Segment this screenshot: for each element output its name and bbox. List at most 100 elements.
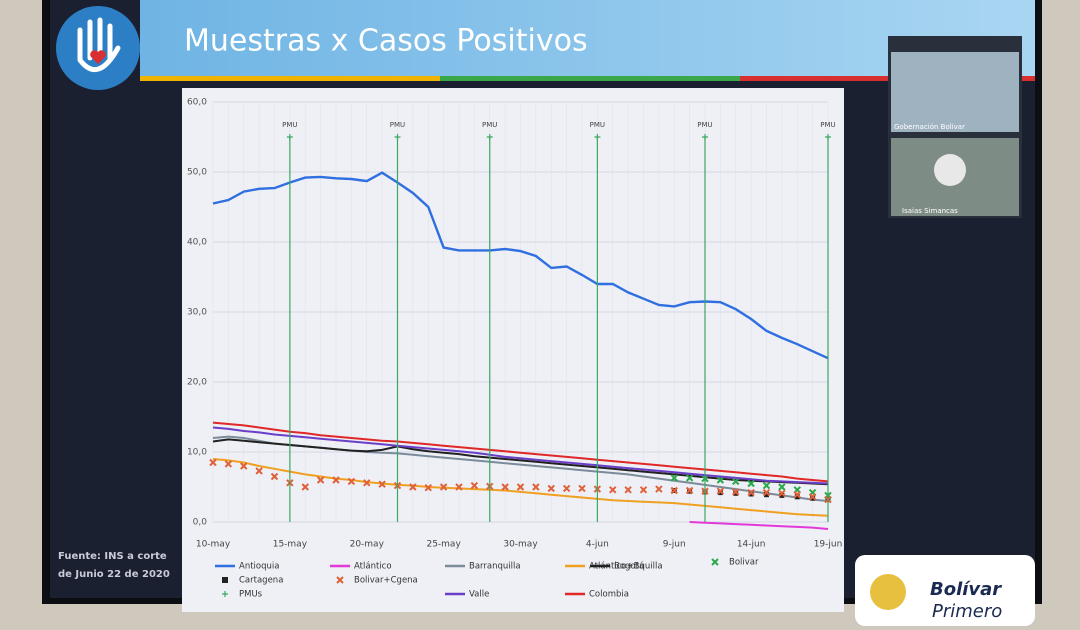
x-marker	[547, 484, 555, 493]
pmu-label: PMU	[390, 121, 405, 129]
legend-label: Valle	[469, 590, 489, 600]
x-tick-label: 9-jun	[663, 540, 686, 550]
x-marker	[270, 472, 279, 481]
x-tick-label: 14-jun	[737, 540, 766, 550]
stripe	[440, 76, 740, 81]
y-tick-label: 20,0	[187, 378, 207, 388]
pmu-marker	[825, 134, 831, 140]
x-marker	[747, 488, 755, 497]
x-marker	[639, 486, 648, 494]
x-marker	[424, 483, 432, 492]
x-marker	[762, 481, 771, 490]
chart-panel	[182, 88, 844, 612]
square-marker	[794, 494, 800, 500]
legend-label: PMUs	[239, 590, 263, 600]
series-line	[212, 438, 829, 486]
series-line	[212, 171, 829, 360]
legend-label: Barranquilla	[469, 562, 521, 572]
x-marker	[455, 483, 463, 491]
x-marker	[624, 486, 632, 494]
x-marker	[562, 484, 571, 493]
pmu-marker	[394, 134, 401, 140]
logo-text: Bolívar	[930, 579, 1002, 600]
x-marker	[332, 476, 340, 484]
video-tile	[891, 52, 1019, 132]
y-tick-label: 30,0	[187, 308, 207, 318]
stripe	[140, 76, 440, 81]
pmu-label: PMU	[282, 121, 297, 129]
x-marker	[578, 484, 586, 493]
x-marker	[347, 477, 356, 486]
pmu-label: PMU	[697, 121, 712, 129]
x-marker	[732, 477, 740, 486]
x-tick-label: 20-may	[350, 540, 385, 550]
stripe	[740, 76, 1035, 81]
pmu-label: PMU	[482, 121, 497, 129]
coat-of-arms	[870, 574, 906, 610]
square-marker	[779, 492, 785, 498]
legend-label: Cartagena	[239, 576, 283, 586]
x-marker	[255, 467, 263, 475]
series-line	[212, 458, 829, 517]
participant-name: Gobernación Bolivar	[894, 123, 965, 131]
legend-label: Colombia	[589, 590, 629, 600]
x-tick-label: 10-may	[196, 540, 231, 550]
legend-label: Bogotá	[614, 562, 644, 572]
x-marker	[655, 485, 663, 493]
x-marker	[439, 483, 448, 491]
square-marker	[764, 492, 769, 498]
x-marker	[685, 474, 694, 482]
legend-label: Bolivar+Cgena	[354, 576, 418, 586]
person	[934, 154, 966, 186]
x-marker	[532, 483, 540, 491]
x-marker	[793, 490, 801, 499]
legend-swatch	[336, 576, 344, 584]
x-marker	[762, 488, 771, 497]
x-marker	[778, 489, 786, 498]
x-marker	[301, 483, 309, 491]
x-marker	[609, 486, 617, 494]
x-marker	[240, 462, 248, 470]
y-tick-label: 0,0	[193, 518, 208, 528]
pmu-marker	[486, 134, 493, 140]
pmu-label: PMU	[820, 121, 835, 129]
x-tick-label: 19-jun	[814, 540, 843, 550]
logo-box	[855, 555, 1035, 626]
x-marker	[716, 487, 725, 495]
x-marker	[409, 483, 417, 491]
source-note: de Junio 22 de 2020	[58, 569, 170, 580]
x-tick-label: 30-may	[503, 540, 538, 550]
slide-title: Muestras x Casos Positivos	[184, 24, 588, 59]
y-tick-label: 50,0	[187, 168, 207, 178]
x-tick-label: 25-may	[426, 540, 461, 550]
pmu-marker	[702, 134, 708, 140]
y-tick-label: 40,0	[187, 238, 207, 248]
x-marker	[516, 483, 525, 491]
hand-icon	[77, 17, 121, 73]
x-marker	[747, 479, 755, 488]
legend-swatch	[222, 577, 228, 583]
x-tick-label: 15-may	[273, 540, 308, 550]
participant-name: Isaias Simancas	[902, 207, 958, 215]
x-marker	[363, 479, 371, 487]
heart-icon	[90, 50, 106, 64]
source-note: Fuente: INS a corte	[58, 551, 167, 562]
y-tick-label: 60,0	[187, 98, 207, 108]
legend-swatch	[711, 558, 719, 566]
x-marker	[778, 483, 786, 491]
x-marker	[209, 458, 217, 467]
x-marker	[808, 493, 817, 501]
x-marker	[685, 486, 694, 495]
x-marker	[670, 486, 678, 495]
x-marker	[732, 488, 740, 496]
legend-swatch	[222, 591, 228, 597]
pmu-marker	[286, 134, 293, 140]
legend-label: Atlántico	[354, 562, 392, 572]
x-marker	[378, 480, 386, 488]
x-marker	[470, 481, 479, 490]
legend-label: Bolivar	[729, 558, 759, 568]
legend-label: Antioquia	[239, 562, 279, 572]
title-bar	[140, 0, 1035, 78]
x-marker	[670, 474, 678, 482]
